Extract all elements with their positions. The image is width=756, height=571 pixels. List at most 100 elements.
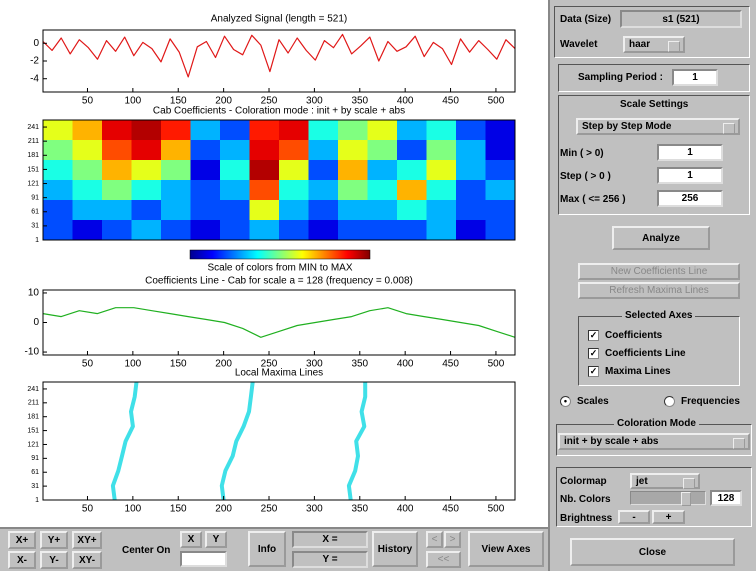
colormap-popup[interactable]: jet — [630, 473, 700, 489]
heatmap-cell — [191, 120, 221, 141]
heatmap-cell — [397, 140, 427, 161]
heatmap-cell — [427, 220, 457, 241]
nb-colors-slider[interactable] — [630, 491, 706, 505]
data-line — [43, 308, 515, 338]
y-tick-label: 181 — [27, 152, 39, 159]
x-tick-label: 350 — [351, 504, 368, 515]
brightness-minus[interactable]: - — [618, 510, 650, 524]
heatmap-cell — [368, 180, 398, 201]
heatmap-cell — [397, 220, 427, 241]
scales-radio[interactable]: •Scales — [560, 396, 609, 407]
heatmap-cell — [397, 200, 427, 221]
heatmap-cell — [132, 200, 162, 221]
history-next[interactable]: > — [444, 531, 461, 548]
center-on-label: Center On — [122, 545, 170, 556]
frequencies-radio[interactable]: Frequencies — [664, 396, 740, 407]
heatmap-cell — [73, 160, 103, 181]
zoom-button[interactable]: Y+ — [40, 531, 68, 549]
brightness-label: Brightness — [560, 513, 612, 524]
heatmap-cell — [43, 140, 73, 161]
heatmap-cell — [368, 160, 398, 181]
heatmap-cell — [486, 220, 516, 241]
wavelet-popup[interactable]: haar — [623, 36, 685, 53]
x-tick-label: 200 — [215, 359, 232, 370]
heatmap-cell — [43, 200, 73, 221]
x-tick-label: 100 — [125, 504, 142, 515]
heatmap-cell — [191, 160, 221, 181]
history-first[interactable]: << — [426, 551, 461, 568]
heatmap-cell — [220, 180, 250, 201]
y-tick-label: -2 — [30, 56, 39, 67]
analyze-button[interactable]: Analyze — [612, 226, 710, 250]
x-tick-label: 100 — [125, 359, 142, 370]
scale-settings-title: Scale Settings — [620, 99, 688, 110]
heatmap-cell — [73, 200, 103, 221]
zoom-button[interactable]: X+ — [8, 531, 36, 549]
center-edit[interactable] — [180, 551, 227, 567]
nb-colors-edit[interactable]: 128 — [710, 490, 742, 506]
zoom-button[interactable]: X- — [8, 551, 36, 569]
heatmap-cell — [309, 200, 339, 221]
data-line — [43, 34, 515, 77]
x-tick-label: 400 — [397, 359, 414, 370]
heatmap-cell — [338, 220, 368, 241]
wavelet-tool-window: Scale of colors from MIN to MAX Analyzed… — [0, 0, 756, 571]
slider-thumb[interactable] — [681, 492, 691, 506]
y-tick-label: 181 — [27, 414, 39, 421]
heatmap-cell — [309, 220, 339, 241]
x-tick-label: 50 — [82, 359, 94, 370]
heatmap-cell — [368, 220, 398, 241]
heatmap-cell — [43, 160, 73, 181]
y-tick-label: 31 — [31, 223, 39, 230]
history-prev[interactable]: < — [426, 531, 443, 548]
heatmap-cell — [161, 180, 191, 201]
max-edit[interactable]: 256 — [657, 190, 723, 207]
colorbar — [190, 250, 370, 259]
y-tick-label: 211 — [28, 400, 39, 407]
y-tick-label: 61 — [31, 209, 39, 216]
x-tick-label: 50 — [82, 96, 94, 107]
coloration-popup[interactable]: init + by scale + abs — [558, 433, 750, 450]
view-axes-button[interactable]: View Axes — [468, 531, 544, 567]
y-tick-label: -4 — [30, 73, 39, 84]
selected-axes-title: Selected Axes — [622, 310, 695, 321]
scale-mode-popup[interactable]: Step by Step Mode — [576, 118, 740, 135]
brightness-plus[interactable]: + — [652, 510, 685, 524]
data-line — [113, 382, 137, 500]
heatmap-cell — [220, 120, 250, 141]
heatmap-cell — [427, 200, 457, 221]
heatmap-cell — [279, 180, 309, 201]
heatmap-cell — [427, 120, 457, 141]
heatmap-cell — [250, 120, 280, 141]
new-coef-line-button[interactable]: New Coefficients Line — [578, 263, 740, 280]
heatmap-cell — [191, 180, 221, 201]
info-button[interactable]: Info — [248, 531, 286, 567]
checkbox-label: Coefficients — [605, 330, 662, 341]
x-tick-label: 450 — [442, 504, 459, 515]
checkbox[interactable]: ✓Coefficients Line — [588, 348, 686, 359]
heatmap-cell — [338, 120, 368, 141]
x-tick-label: 450 — [442, 96, 459, 107]
checkbox[interactable]: ✓Coefficients — [588, 330, 662, 341]
min-edit[interactable]: 1 — [657, 144, 723, 161]
history-button[interactable]: History — [372, 531, 418, 567]
sampling-edit[interactable]: 1 — [672, 69, 718, 86]
checkbox[interactable]: ✓Maxima Lines — [588, 366, 671, 377]
heatmap-cell — [250, 180, 280, 201]
x-tick-label: 350 — [351, 359, 368, 370]
heatmap-cell — [73, 180, 103, 201]
close-button[interactable]: Close — [570, 538, 735, 566]
zoom-button[interactable]: XY+ — [72, 531, 102, 549]
heatmap-cell — [102, 120, 132, 141]
heatmap-cell — [338, 180, 368, 201]
center-x-button[interactable]: X — [180, 531, 202, 548]
refresh-maxima-button[interactable]: Refresh Maxima Lines — [578, 282, 740, 299]
center-y-button[interactable]: Y — [205, 531, 227, 548]
zoom-button[interactable]: XY- — [72, 551, 102, 569]
x-tick-label: 50 — [82, 504, 94, 515]
heatmap-cell — [43, 180, 73, 201]
heatmap-cell — [220, 200, 250, 221]
zoom-button[interactable]: Y- — [40, 551, 68, 569]
step-edit[interactable]: 1 — [657, 167, 723, 184]
heatmap-cell — [486, 160, 516, 181]
